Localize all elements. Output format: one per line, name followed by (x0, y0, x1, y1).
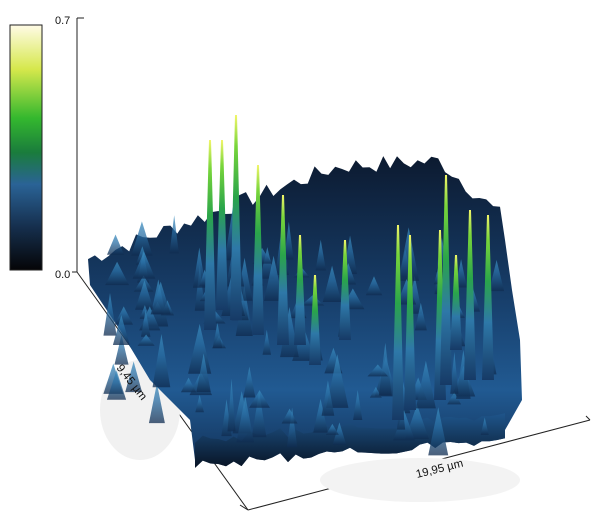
surface-small-peak (106, 370, 127, 400)
surface-small-peak (489, 259, 505, 292)
surface-small-peak (428, 407, 449, 456)
surface-peak (294, 235, 306, 345)
surface-small-peak (353, 390, 363, 420)
surface-small-peak (132, 251, 156, 279)
surface-small-peak (456, 349, 471, 399)
colorbar-gradient (9, 24, 43, 271)
surface-small-peak (137, 334, 155, 346)
surface-small-peak (114, 334, 129, 365)
surface-small-peak (188, 323, 212, 374)
surface-front-face (195, 413, 505, 468)
surface-small-peak (369, 387, 382, 398)
surface-peak (230, 115, 242, 320)
surface-small-peak (140, 309, 151, 337)
surface-peak (339, 240, 351, 340)
surface-small-peak (152, 333, 171, 388)
surface-small-peak (378, 342, 392, 396)
surface-small-peak (150, 281, 171, 315)
surface-small-peak (243, 366, 256, 398)
surface-peak (450, 255, 462, 350)
surface-small-peak (284, 221, 294, 260)
z-axis (72, 17, 84, 273)
colorbar-max-label: 0.7 (55, 15, 70, 27)
surface-small-peak (195, 394, 204, 413)
surface-small-peak (264, 255, 284, 301)
surface-small-peak (326, 354, 349, 408)
surface-small-peak (249, 390, 270, 408)
surface-small-peak (196, 353, 211, 392)
surface-3d (88, 115, 522, 468)
surface-small-peak (480, 417, 489, 435)
surface-small-peak (315, 239, 326, 271)
surface-peak (204, 140, 216, 330)
surface-peak (482, 215, 494, 380)
surface-small-peak (414, 302, 427, 331)
surface-small-peak (313, 398, 328, 433)
surface-small-peak (227, 378, 236, 432)
colorbar-min-label: 0.0 (55, 269, 70, 281)
surface-peak (404, 235, 416, 410)
surface-small-peak (286, 407, 298, 448)
surface-peak (216, 140, 228, 310)
surface-small-peak (321, 380, 335, 416)
surface-small-peak (107, 234, 125, 255)
surface-small-peak (236, 395, 255, 443)
surface-small-peak (415, 360, 436, 409)
surface-peak (252, 165, 264, 335)
surface-peak (309, 275, 321, 365)
surface-small-peak (447, 392, 462, 405)
surface-small-peak (114, 306, 133, 325)
surface-peak (392, 225, 404, 420)
surface-peak (464, 210, 476, 380)
surface-peak (277, 195, 289, 345)
surface-small-peak (148, 383, 165, 424)
surface-small-peak (262, 329, 272, 355)
surface-small-peak (105, 261, 130, 286)
surface-small-peak (212, 322, 223, 349)
surface-small-peak (169, 215, 179, 254)
surface-small-peak (112, 315, 130, 345)
surface-small-peak (322, 265, 342, 303)
surface-small-peak (251, 391, 267, 438)
surface-peak (440, 175, 452, 385)
surface-small-peak (332, 422, 347, 445)
surface-small-peak (367, 364, 389, 377)
surface-small-peak (131, 221, 153, 256)
surface-small-peak (365, 276, 383, 296)
surface-small-peak (135, 280, 154, 310)
surface-small-peak (325, 423, 339, 435)
surface-small-peak (125, 361, 143, 393)
surface-small-peak (180, 377, 197, 393)
surface-small-peak (281, 408, 298, 424)
colorbar: 0.7 0.0 (9, 15, 70, 281)
surface-small-peak (450, 352, 459, 394)
surface-small-peak (103, 292, 117, 336)
